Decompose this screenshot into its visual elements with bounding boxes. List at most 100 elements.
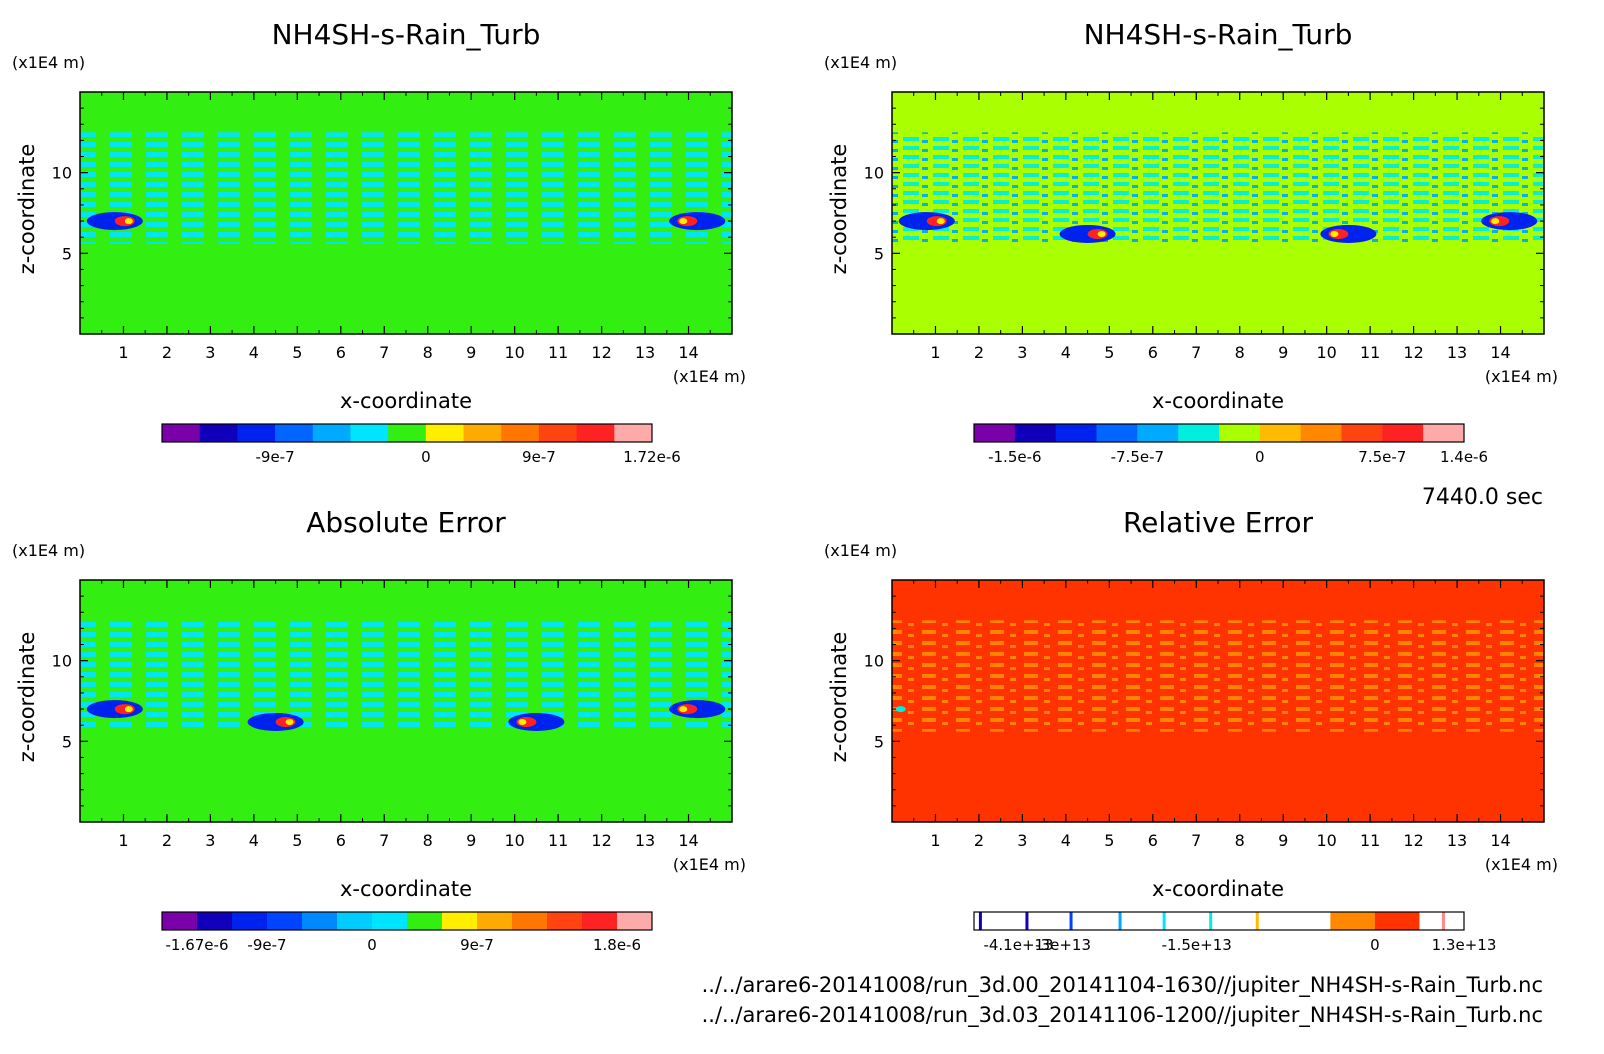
vortex-peak bbox=[936, 218, 945, 225]
colorbar-segment bbox=[1096, 424, 1138, 442]
z-axis-label: z-coordinate bbox=[827, 144, 851, 275]
colorbar-tick-label: 0 bbox=[1255, 448, 1265, 466]
panel-title: Relative Error bbox=[1123, 506, 1314, 539]
colorbar-segment bbox=[614, 424, 653, 442]
x-tick-label: 9 bbox=[466, 343, 476, 362]
colorbar-segment bbox=[162, 424, 201, 442]
colorbar-segment bbox=[974, 424, 1016, 442]
x-tick-label: 12 bbox=[1403, 343, 1423, 362]
x-tick-label: 11 bbox=[548, 831, 568, 850]
x-tick-label: 8 bbox=[423, 831, 433, 850]
z-tick-label: 5 bbox=[874, 732, 884, 751]
colorbar-segment bbox=[1382, 424, 1424, 442]
colorbar-segment bbox=[442, 912, 478, 930]
x-tick-label: 14 bbox=[1490, 831, 1510, 850]
colorbar-tick-label: 1.8e-6 bbox=[593, 936, 641, 954]
colorbar-segment bbox=[1374, 912, 1420, 930]
x-tick-label: 10 bbox=[504, 831, 524, 850]
vortex-peak bbox=[679, 218, 688, 225]
x-tick-label: 1 bbox=[118, 831, 128, 850]
x-tick-label: 2 bbox=[162, 831, 172, 850]
colorbar-tick-label: 7.5e-7 bbox=[1358, 448, 1406, 466]
x-tick-label: 11 bbox=[1360, 831, 1380, 850]
x-unit-label: (x1E4 m) bbox=[673, 367, 746, 386]
colorbar-tick-label: -1.5e-6 bbox=[988, 448, 1041, 466]
panel-3: Absolute Error(x1E4 m)1 2 3 4 5 6 7 8 9 10 11 12 13 1… bbox=[12, 506, 746, 954]
colorbar-tick-label: -7.5e-7 bbox=[1111, 448, 1164, 466]
colorbar-segment bbox=[1259, 424, 1302, 442]
z-unit-label: (x1E4 m) bbox=[824, 541, 897, 560]
x-tick-label: 9 bbox=[1278, 343, 1288, 362]
colorbar-tick-label: -1.5e+13 bbox=[1162, 936, 1232, 954]
x-axis-label: x-coordinate bbox=[1152, 877, 1284, 901]
x-tick-label: 7 bbox=[379, 831, 389, 850]
turbulent-band bbox=[892, 132, 1544, 244]
vortex-peak bbox=[285, 718, 294, 725]
colorbar-segment bbox=[538, 424, 578, 442]
panel-title: NH4SH-s-Rain_Turb bbox=[272, 18, 541, 51]
colorbar-segment bbox=[1209, 912, 1213, 930]
vortex-peak bbox=[1330, 230, 1339, 237]
colorbar-segment bbox=[1025, 912, 1029, 930]
colorbar-segment bbox=[199, 424, 238, 442]
colorbar-segment bbox=[312, 424, 351, 442]
x-unit-label: (x1E4 m) bbox=[673, 855, 746, 874]
colorbar-segment bbox=[1196, 912, 1242, 930]
x-tick-label: 6 bbox=[336, 343, 346, 362]
z-tick-label: 5 bbox=[874, 244, 884, 263]
colorbar-segment bbox=[1330, 912, 1376, 930]
colorbar-segment bbox=[237, 424, 276, 442]
colorbar-segment bbox=[232, 912, 268, 930]
colorbar-tick-label: -4.1e+13 bbox=[983, 936, 1053, 954]
panel-title: Absolute Error bbox=[306, 506, 506, 539]
x-tick-label: 13 bbox=[635, 343, 655, 362]
z-unit-label: (x1E4 m) bbox=[12, 541, 85, 560]
x-tick-label: 9 bbox=[466, 831, 476, 850]
x-tick-label: 1 bbox=[930, 831, 940, 850]
vortex-peak bbox=[124, 218, 133, 225]
x-unit-label: (x1E4 m) bbox=[1485, 367, 1558, 386]
colorbar-tick-label: 1.72e-6 bbox=[623, 448, 681, 466]
colorbar-segment bbox=[576, 424, 615, 442]
x-tick-label: 2 bbox=[974, 343, 984, 362]
z-tick-label: 10 bbox=[864, 652, 884, 671]
time-label: 7440.0 sec bbox=[1422, 485, 1543, 510]
x-tick-label: 7 bbox=[379, 343, 389, 362]
x-tick-label: 10 bbox=[1316, 831, 1336, 850]
vortex-peak bbox=[124, 706, 133, 713]
vortex-peak bbox=[1491, 218, 1500, 225]
turbulent-band bbox=[80, 132, 732, 244]
panel-4: Relative Error(x1E4 m)1 2 3 4 5 6 7 8 9 10 11 12 13 1… bbox=[824, 506, 1558, 954]
x-tick-label: 4 bbox=[1061, 343, 1071, 362]
x-tick-label: 4 bbox=[249, 831, 259, 850]
colorbar-segment bbox=[1255, 912, 1259, 930]
colorbar-frame bbox=[161, 423, 653, 443]
x-tick-label: 3 bbox=[1017, 343, 1027, 362]
x-tick-label: 1 bbox=[118, 343, 128, 362]
turbulent-band bbox=[80, 620, 732, 732]
colorbar-segment bbox=[275, 424, 314, 442]
colorbar-tick-label: 0 bbox=[1370, 936, 1380, 954]
x-axis-label: x-coordinate bbox=[1152, 389, 1284, 413]
colorbar-segment bbox=[1118, 912, 1122, 930]
x-tick-label: 4 bbox=[249, 343, 259, 362]
colorbar-segment bbox=[1069, 912, 1073, 930]
x-tick-label: 14 bbox=[678, 343, 698, 362]
x-tick-label: 8 bbox=[1235, 343, 1245, 362]
colorbar-segment bbox=[1107, 912, 1153, 930]
vortex-peak bbox=[518, 718, 527, 725]
footer-file-1: ../../arare6-20141008/run_3d.00_20141104… bbox=[702, 973, 1543, 998]
colorbar-segment bbox=[1341, 424, 1383, 442]
z-axis-label: z-coordinate bbox=[15, 632, 39, 763]
colorbar-segment bbox=[1018, 912, 1064, 930]
x-tick-label: 5 bbox=[292, 831, 302, 850]
panel-title: NH4SH-s-Rain_Turb bbox=[1084, 18, 1353, 51]
colorbar-tick-label: 9e-7 bbox=[522, 448, 556, 466]
z-axis-label: z-coordinate bbox=[15, 144, 39, 275]
z-tick-label: 5 bbox=[62, 244, 72, 263]
x-tick-label: 3 bbox=[205, 343, 215, 362]
panel-1: NH4SH-s-Rain_Turb(x1E4 m)1 2 3 4 5 6 7 8 9 10 11 12… bbox=[12, 18, 746, 466]
colorbar-frame bbox=[973, 423, 1465, 443]
